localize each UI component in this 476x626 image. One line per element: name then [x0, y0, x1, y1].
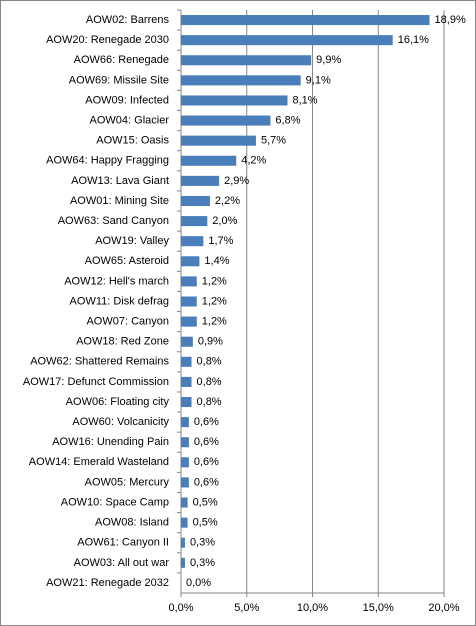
bar — [181, 537, 185, 548]
y-tick-label: AOW63: Sand Canyon — [58, 215, 169, 227]
bar — [181, 55, 312, 66]
bar — [181, 236, 204, 247]
y-tick-label: AOW09: Infected — [85, 94, 169, 106]
bar — [181, 115, 271, 126]
bar — [181, 457, 189, 468]
x-tick-label: 20,0% — [428, 602, 459, 614]
value-label: 2,9% — [224, 175, 249, 187]
value-label: 0,9% — [198, 336, 223, 348]
y-tick-label: AOW10: Space Camp — [61, 496, 169, 508]
y-tick-label: AOW20: Renegade 2030 — [46, 34, 169, 46]
value-label: 1,2% — [202, 295, 227, 307]
bar — [181, 276, 197, 287]
value-label: 0,3% — [190, 537, 215, 549]
bar — [181, 195, 210, 207]
value-label: 0,8% — [197, 376, 222, 388]
y-tick-label: AOW19: Valley — [95, 235, 169, 247]
value-label: 8,1% — [293, 94, 318, 106]
y-tick-label: AOW60: Volcanicity — [72, 416, 169, 428]
y-tick-label: AOW21: Renegade 2032 — [46, 577, 169, 589]
value-label: 0,6% — [194, 416, 219, 428]
y-tick-label: AOW17: Defunct Commission — [23, 376, 169, 388]
value-label: 0,8% — [197, 356, 222, 368]
value-label: 1,2% — [202, 316, 227, 328]
bar — [181, 316, 197, 327]
bar — [181, 356, 192, 367]
y-tick-label: AOW69: Missile Site — [69, 74, 169, 86]
bar — [181, 175, 220, 186]
y-tick-label: AOW04: Glacier — [90, 114, 170, 126]
value-label: 2,2% — [215, 195, 240, 207]
bar — [181, 296, 197, 307]
y-tick-label: AOW05: Mercury — [85, 476, 170, 488]
value-label: 1,7% — [208, 235, 233, 247]
bar — [181, 396, 192, 408]
value-label: 2,0% — [212, 215, 237, 227]
bar — [181, 155, 237, 166]
bar — [181, 557, 185, 568]
y-tick-label: AOW15: Oasis — [96, 135, 169, 147]
y-tick-label: AOW08: Island — [95, 517, 169, 529]
y-tick-label: AOW02: Barrens — [86, 14, 170, 26]
bar — [181, 35, 393, 46]
bar — [181, 256, 200, 267]
value-label: 18,9% — [435, 14, 466, 26]
bar — [181, 75, 301, 86]
y-tick-label: AOW12: Hell's march — [64, 275, 169, 287]
bar — [181, 477, 189, 488]
y-tick-label: AOW01: Mining Site — [70, 195, 169, 207]
value-label: 0,8% — [197, 396, 222, 408]
bar — [181, 517, 188, 528]
y-tick-label: AOW06: Floating city — [66, 396, 170, 408]
value-label: 0,6% — [194, 436, 219, 448]
bar — [181, 15, 430, 26]
value-label: 9,1% — [306, 74, 331, 86]
value-label: 0,6% — [194, 456, 219, 468]
y-tick-label: AOW65: Asteroid — [85, 255, 169, 267]
y-tick-label: AOW66: Renegade — [74, 54, 169, 66]
bar — [181, 417, 189, 428]
value-label: 0,3% — [190, 557, 215, 569]
bar — [181, 216, 208, 227]
y-tick-label: AOW03: All out war — [74, 557, 170, 569]
bar — [181, 497, 188, 508]
value-label: 0,0% — [186, 577, 211, 589]
bar — [181, 95, 288, 106]
value-label: 0,5% — [193, 496, 218, 508]
y-tick-label: AOW64: Happy Fragging — [46, 155, 169, 167]
value-label: 1,4% — [204, 255, 229, 267]
value-label: 16,1% — [398, 34, 429, 46]
x-tick-label: 0,0% — [168, 602, 193, 614]
y-tick-label: AOW14: Emerald Wasteland — [29, 456, 169, 468]
y-tick-label: AOW61: Canyon II — [77, 537, 169, 549]
x-tick-label: 10,0% — [297, 602, 328, 614]
y-tick-label: AOW11: Disk defrag — [70, 295, 169, 307]
bar — [181, 336, 193, 347]
value-label: 9,9% — [316, 54, 341, 66]
x-tick-label: 15,0% — [363, 602, 394, 614]
value-label: 0,6% — [194, 476, 219, 488]
bar — [181, 376, 192, 387]
value-label: 5,7% — [261, 135, 286, 147]
bar — [181, 437, 189, 448]
value-label: 6,8% — [275, 114, 300, 126]
y-tick-label: AOW18: Red Zone — [76, 336, 169, 348]
y-tick-label: AOW13: Lava Giant — [71, 175, 169, 187]
y-tick-label: AOW62: Shattered Remains — [30, 356, 169, 368]
x-tick-label: 5,0% — [234, 602, 259, 614]
value-label: 4,2% — [241, 155, 266, 167]
y-tick-label: AOW16: Unending Pain — [52, 436, 169, 448]
y-tick-label: AOW07: Canyon — [86, 316, 169, 328]
value-label: 0,5% — [193, 517, 218, 529]
value-label: 1,2% — [202, 275, 227, 287]
bar — [181, 135, 256, 146]
